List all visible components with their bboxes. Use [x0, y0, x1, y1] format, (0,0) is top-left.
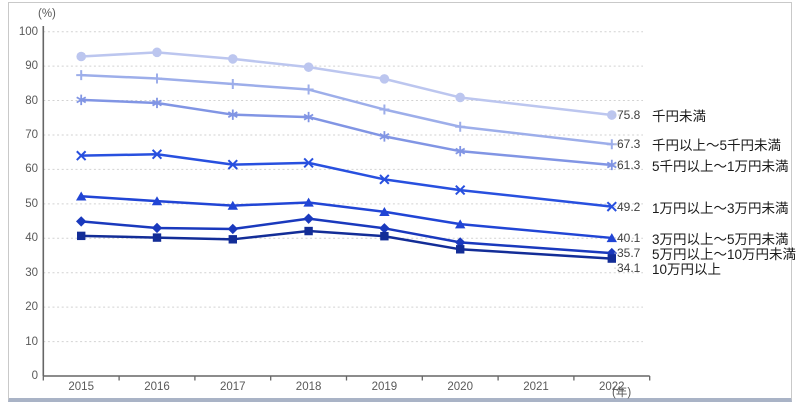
series-5-legend-label: 5万円以上～10万円未満 [652, 247, 797, 263]
series-4-marker-triangle-icon [606, 233, 617, 243]
series-1-marker-plus-icon [227, 79, 238, 90]
series-3-marker-x-icon [303, 157, 314, 168]
series-1-line [81, 73, 612, 146]
y-tick-label-10: 10 [25, 335, 38, 348]
series-4-marker-triangle-icon [379, 206, 390, 216]
series-0-marker-circle-icon [303, 62, 314, 72]
y-tick-label-50: 50 [25, 197, 38, 210]
series-4-marker-triangle-icon [151, 196, 163, 206]
series-1-end-value: 67.3 [617, 137, 641, 152]
series-0-end-value: 75.8 [617, 108, 641, 123]
x-tick-label-2020: 2020 [447, 381, 473, 393]
y-tick-label-0: 0 [31, 370, 38, 382]
series-5-marker-diamond-icon [76, 216, 87, 227]
series-3-marker-x-icon [606, 201, 617, 212]
series-1-marker-plus-icon [76, 70, 87, 81]
y-tick-label-40: 40 [25, 232, 38, 245]
series-0-marker-circle-icon [76, 51, 86, 62]
series-2-marker-asterisk-icon [76, 94, 87, 106]
series-6-marker-square-icon [77, 231, 86, 241]
series-2-marker-asterisk-icon [152, 97, 162, 109]
series-2-legend-label: 5千円以上～1万円未満 [652, 158, 789, 174]
series-2-marker-asterisk-icon [227, 109, 238, 120]
x-axis-unit-label: (年) [612, 387, 632, 399]
series-2-end-value: 61.3 [617, 157, 641, 172]
series-4-line [81, 195, 612, 240]
series-6-marker-square-icon [152, 233, 162, 242]
y-tick-label-100: 100 [18, 25, 38, 38]
series-5-marker-diamond-icon [303, 213, 314, 224]
series-4-end-value: 40.1 [617, 230, 641, 245]
series-5-marker-diamond-icon [455, 237, 466, 248]
chart-outer-frame [8, 2, 792, 402]
series-3-legend-label: 1万円以上～3万円未満 [652, 200, 789, 216]
series-3-line [81, 153, 612, 208]
series-2-marker-asterisk-icon [379, 131, 390, 142]
series-1-marker-plus-icon [379, 104, 390, 115]
series-2-marker-asterisk-icon [606, 159, 617, 171]
series-4-marker-triangle-icon [76, 191, 87, 201]
series-4-legend-label: 3万円以上～5万円未満 [652, 231, 789, 247]
series-2-marker-asterisk-icon [455, 145, 466, 157]
y-axis-unit-label: (%) [38, 8, 56, 20]
series-6-marker-square-icon [228, 235, 237, 244]
series-2-marker-asterisk-icon [303, 111, 314, 123]
y-tick-label-90: 90 [25, 60, 38, 73]
y-tick-label-60: 60 [25, 163, 38, 176]
series-0-legend-label: 千円未満 [652, 109, 706, 125]
series-1-marker-plus-icon [152, 73, 162, 84]
series-6-marker-square-icon [380, 232, 389, 241]
series-0-marker-circle-icon [455, 92, 466, 103]
series-3-marker-x-icon [151, 149, 163, 160]
x-tick-label-2018: 2018 [295, 381, 322, 393]
series-3-marker-x-icon [379, 174, 390, 185]
x-tick-label-2017: 2017 [220, 381, 246, 393]
series-6-marker-square-icon [456, 245, 465, 254]
series-0-marker-circle-icon [228, 54, 238, 64]
y-tick-label-20: 20 [25, 301, 38, 314]
x-tick-label-2019: 2019 [371, 381, 398, 393]
series-0-marker-circle-icon [607, 110, 617, 120]
series-3-end-value: 49.2 [617, 199, 641, 214]
series-0-marker-circle-icon [379, 74, 390, 84]
series-6-legend-label: 10万円以上 [652, 262, 722, 278]
series-3-marker-x-icon [227, 159, 238, 170]
series-4-marker-triangle-icon [227, 200, 238, 210]
y-tick-label-70: 70 [25, 128, 38, 141]
y-tick-label-30: 30 [25, 266, 38, 279]
series-0-marker-circle-icon [152, 47, 162, 58]
series-3-marker-x-icon [76, 150, 87, 161]
series-5-marker-diamond-icon [227, 223, 238, 235]
series-5-marker-diamond-icon [606, 247, 617, 259]
series-6-marker-square-icon [304, 226, 313, 236]
x-tick-label-2022: 2022 [599, 381, 625, 393]
x-tick-label-2021: 2021 [523, 381, 549, 393]
series-6-end-value: 34.1 [617, 261, 641, 276]
series-1-marker-plus-icon [303, 84, 314, 95]
series-4-marker-triangle-icon [303, 197, 314, 207]
series-4-marker-triangle-icon [455, 219, 466, 229]
series-5-marker-diamond-icon [151, 222, 163, 234]
x-tick-label-2016: 2016 [144, 381, 170, 393]
series-1-marker-plus-icon [455, 121, 466, 132]
x-tick-label-2015: 2015 [68, 381, 94, 393]
series-1-legend-label: 千円以上～5千円未満 [652, 138, 782, 154]
series-6-marker-square-icon [607, 254, 616, 263]
y-tick-label-80: 80 [25, 94, 38, 107]
series-3-marker-x-icon [455, 184, 466, 196]
series-5-marker-diamond-icon [379, 223, 390, 234]
series-5-end-value: 35.7 [617, 246, 641, 261]
